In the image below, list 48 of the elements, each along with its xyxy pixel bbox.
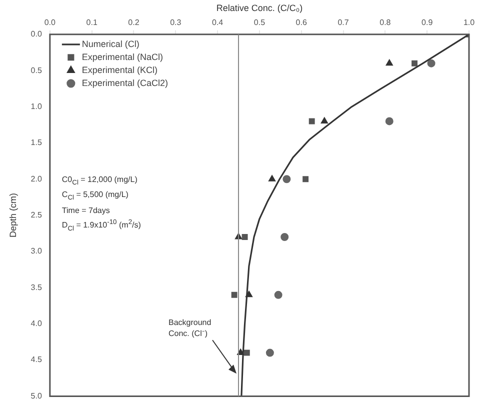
y-tick-label: 1.5 (30, 138, 42, 148)
legend-label: Numerical (Cl) (82, 38, 140, 49)
y-tick-label: 3.5 (30, 282, 42, 292)
point (244, 350, 250, 356)
legend-label: Experimental (CaCl2) (82, 78, 168, 88)
point (385, 117, 394, 126)
point (266, 348, 274, 357)
legend-label: Experimental (NaCl) (82, 52, 163, 62)
legend-label: Experimental (KCl) (82, 64, 158, 75)
annotation: Time = 7days (62, 206, 110, 215)
y-tick-label: 1.0 (30, 102, 42, 111)
x-tick-label: 0.0 (44, 18, 56, 27)
x-tick-label: 0.4 (212, 18, 224, 27)
point (320, 117, 328, 124)
point (308, 118, 315, 124)
point (268, 175, 276, 182)
y-tick-label: 4.5 (30, 355, 42, 364)
y-tick-label: 0.5 (30, 66, 42, 75)
y-tick-label: 0.0 (30, 30, 42, 39)
y-tick-label: 5.0 (30, 391, 42, 400)
x-tick-label: 0.2 (128, 18, 140, 27)
x-tick-label: 0.6 (296, 18, 308, 27)
x-axis-title: Relative Conc. (C/C₀) (216, 2, 303, 13)
x-tick-label: 1.0 (463, 18, 476, 27)
point (386, 59, 393, 66)
annotation: C$_{Cl}$ = 5,500 (mg/L) (62, 190, 128, 202)
point (302, 176, 309, 182)
x-tick-label: 0.9 (422, 18, 434, 27)
point (242, 234, 248, 240)
y-tick-label: 3.0 (30, 246, 42, 256)
x-tick-label: 0.5 (254, 18, 266, 27)
point (231, 292, 238, 298)
y-tick-label: 4.0 (30, 319, 42, 328)
y-tick-label: 2.5 (30, 210, 42, 220)
x-tick-label: 0.1 (86, 18, 98, 27)
point (412, 60, 418, 66)
point (427, 59, 436, 68)
y-axis-title: Depth (cm) (8, 193, 18, 238)
annotation: C0$_{Cl}$ = 12,000 (mg/L) (62, 174, 138, 186)
point (274, 290, 282, 299)
y-tick-label: 2.0 (30, 174, 42, 184)
point (280, 233, 289, 242)
x-tick-label: 0.8 (380, 18, 392, 27)
point (282, 175, 291, 184)
annotation: D$_{Cl}$ = 1.9x10$^{-10}$ (m$^{2}$/s) (62, 218, 141, 232)
ref-line-label: Background Conc. (Cl⁻) (168, 316, 212, 339)
x-tick-label: 0.3 (170, 18, 182, 27)
x-tick-label: 0.7 (338, 18, 350, 27)
